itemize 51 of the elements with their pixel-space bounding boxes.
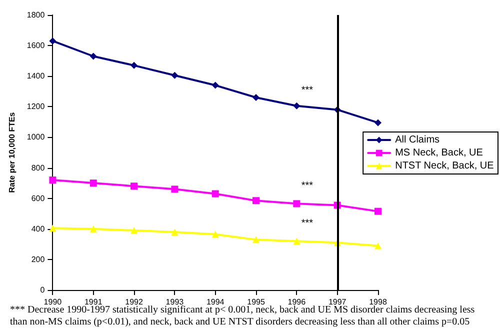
point (212, 190, 219, 198)
point (171, 72, 178, 79)
x-tick-label: 1991 (84, 298, 103, 306)
annotation: *** (301, 218, 314, 230)
x-tick-label: 1990 (44, 298, 62, 306)
point (293, 102, 300, 110)
legend-label: All Claims (395, 134, 440, 146)
x-tick-label: 1995 (247, 298, 266, 306)
point (374, 242, 382, 250)
point (212, 82, 219, 89)
text: *** Decrease 1990-1997 statistically significant at p< 0.001, neck, back and UE MS disorder claims decreasing less than non-MS claims (p<0.01), and neck, back and UE NTST disorders decreasing less than all other claims p=0.05 (10, 304, 478, 328)
y-tick-label: 1400 (26, 72, 46, 81)
point (130, 182, 138, 190)
point (90, 225, 97, 232)
y-tick-label: 400 (31, 224, 46, 234)
point (49, 176, 56, 184)
point (374, 208, 382, 215)
x-tick-label: 1998 (369, 298, 388, 306)
y-tick-label: 800 (31, 163, 46, 172)
x-tick-label: 1996 (288, 298, 306, 306)
point (90, 180, 97, 187)
x-tick-label: 1992 (125, 298, 144, 306)
point (49, 224, 56, 232)
point (293, 200, 300, 208)
point (374, 119, 382, 126)
point (252, 197, 260, 204)
y-tick-label: 0 (40, 286, 46, 294)
annotation: *** (301, 85, 314, 96)
x-tick-label: 1994 (206, 298, 225, 306)
point (130, 62, 138, 69)
y-tick-label: 1200 (26, 102, 46, 112)
point (252, 236, 260, 244)
y-tick-label: 1600 (26, 41, 46, 50)
x-tick-label: 1993 (166, 298, 184, 306)
legend-label: NTST Neck, Back, UE (395, 160, 494, 172)
annotation: *** (301, 180, 314, 192)
y-axis-title: Rate per 10,000 FTEs (8, 112, 16, 193)
point (130, 226, 138, 234)
legend-label: MS Neck, Back, UE (395, 148, 484, 158)
point (49, 37, 56, 44)
point (90, 52, 97, 60)
x-tick-label: 1997 (328, 298, 347, 306)
y-tick-label: 200 (31, 254, 46, 264)
point (252, 94, 260, 101)
y-tick-label: 1800 (26, 10, 46, 20)
y-tick-label: 1000 (26, 132, 46, 142)
point (212, 230, 219, 238)
y-tick-label: 600 (31, 194, 46, 203)
point (171, 186, 178, 193)
point (171, 228, 178, 236)
point (293, 238, 300, 245)
